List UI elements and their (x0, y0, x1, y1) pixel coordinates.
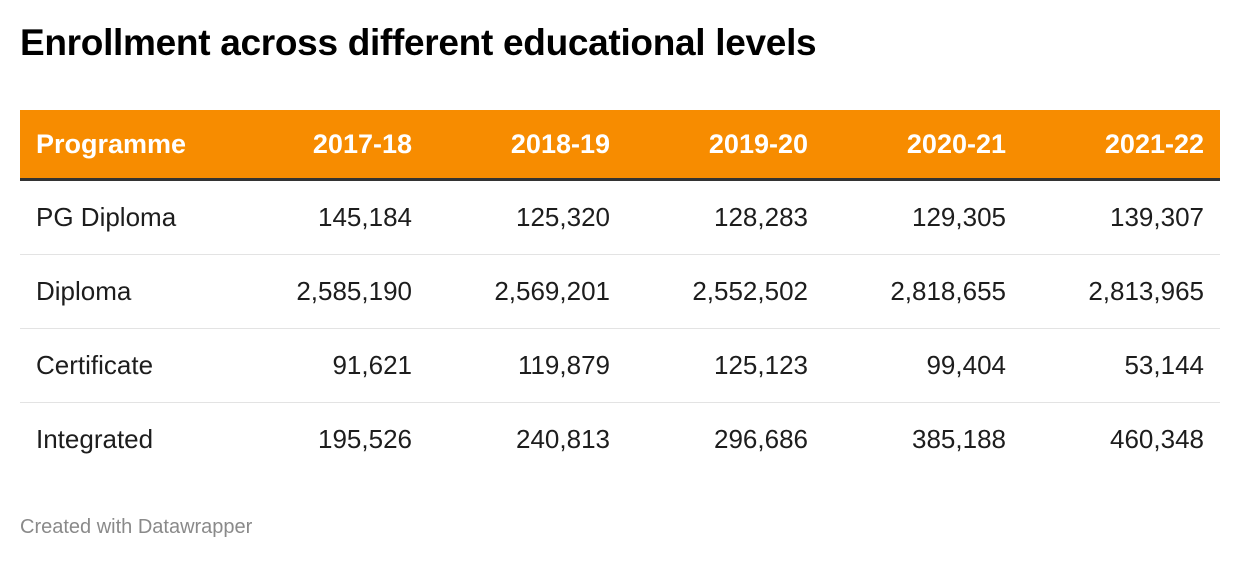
cell-diploma-2019-20: 2,552,502 (626, 254, 824, 329)
column-header-2020-21: 2020-21 (824, 110, 1022, 181)
header-row: Programme 2017-18 2018-19 2019-20 2020-2… (20, 110, 1220, 181)
row-label-certificate: Certificate (20, 328, 230, 403)
table-body: PG Diploma 145,184 125,320 128,283 129,3… (20, 179, 1220, 477)
table-row-pg-diploma: PG Diploma 145,184 125,320 128,283 129,3… (20, 179, 1220, 255)
cell-diploma-2018-19: 2,569,201 (428, 254, 626, 329)
cell-certificate-2019-20: 125,123 (626, 328, 824, 403)
column-header-2018-19: 2018-19 (428, 110, 626, 181)
cell-pg-diploma-2021-22: 139,307 (1022, 179, 1220, 255)
table-row-diploma: Diploma 2,585,190 2,569,201 2,552,502 2,… (20, 254, 1220, 329)
cell-certificate-2021-22: 53,144 (1022, 328, 1220, 403)
enrollment-table-container: Programme 2017-18 2018-19 2019-20 2020-2… (20, 110, 1220, 476)
cell-integrated-2017-18: 195,526 (318, 424, 412, 454)
cell-pg-diploma-2018-19: 125,320 (428, 179, 626, 255)
row-label-diploma: Diploma (20, 254, 230, 329)
cell-certificate-2020-21: 99,404 (824, 328, 1022, 403)
column-header-programme: Programme (20, 110, 230, 181)
cell-certificate-2017-18: 91,621 (230, 328, 428, 403)
cell-diploma-2021-22: 2,813,965 (1022, 254, 1220, 329)
cell-integrated-2018-19: 240,813 (516, 424, 610, 454)
row-label-pg-diploma: PG Diploma (20, 179, 230, 255)
cell-diploma-2020-21: 2,818,655 (824, 254, 1022, 329)
column-header-2019-20: 2019-20 (626, 110, 824, 181)
cell-certificate-2018-19: 119,879 (428, 328, 626, 403)
column-header-2021-22: 2021-22 (1022, 110, 1220, 181)
table-row-integrated: Integrated 195,526 240,813 296,686 385,1… (20, 403, 1220, 477)
table-header: Programme 2017-18 2018-19 2019-20 2020-2… (20, 110, 1220, 181)
cell-pg-diploma-2017-18: 145,184 (230, 179, 428, 255)
page-title: Enrollment across different educational … (20, 22, 817, 63)
cell-integrated-2021-22: 460,348 (1110, 424, 1204, 454)
cell-integrated-2019-20: 296,686 (714, 424, 808, 454)
enrollment-table: Programme 2017-18 2018-19 2019-20 2020-2… (20, 110, 1220, 476)
footer-credit: Created with Datawrapper (20, 516, 253, 538)
cell-integrated-2020-21: 385,188 (912, 424, 1006, 454)
cell-pg-diploma-2019-20: 128,283 (626, 179, 824, 255)
column-header-2017-18: 2017-18 (230, 110, 428, 181)
cell-pg-diploma-2020-21: 129,305 (824, 179, 1022, 255)
cell-diploma-2017-18: 2,585,190 (230, 254, 428, 329)
row-label-integrated: Integrated (36, 424, 154, 454)
table-row-certificate: Certificate 91,621 119,879 125,123 99,40… (20, 328, 1220, 403)
